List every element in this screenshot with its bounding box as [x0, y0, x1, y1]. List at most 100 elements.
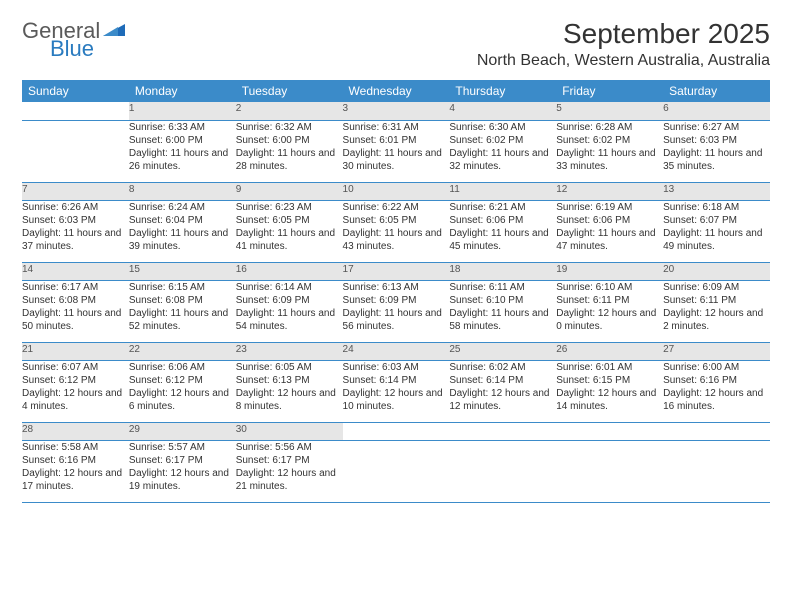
day-number: 18: [449, 262, 556, 280]
sunset-text: Sunset: 6:00 PM: [129, 134, 236, 147]
sunset-text: Sunset: 6:16 PM: [663, 374, 770, 387]
sunset-text: Sunset: 6:11 PM: [663, 294, 770, 307]
sunrise-text: Sunrise: 6:00 AM: [663, 361, 770, 374]
sunset-text: Sunset: 6:07 PM: [663, 214, 770, 227]
sunrise-text: Sunrise: 5:57 AM: [129, 441, 236, 454]
day-cell: [22, 120, 129, 182]
day-number: 22: [129, 342, 236, 360]
day-number: 27: [663, 342, 770, 360]
day-number: 23: [236, 342, 343, 360]
day-cell: Sunrise: 6:19 AMSunset: 6:06 PMDaylight:…: [556, 200, 663, 262]
daylight-text: Daylight: 11 hours and 30 minutes.: [343, 147, 450, 173]
day-number: 17: [343, 262, 450, 280]
sunset-text: Sunset: 6:11 PM: [556, 294, 663, 307]
sunrise-text: Sunrise: 6:11 AM: [449, 281, 556, 294]
daylight-text: Daylight: 12 hours and 2 minutes.: [663, 307, 770, 333]
daylight-text: Daylight: 12 hours and 21 minutes.: [236, 467, 343, 493]
daylight-text: Daylight: 12 hours and 16 minutes.: [663, 387, 770, 413]
day-cell: Sunrise: 6:13 AMSunset: 6:09 PMDaylight:…: [343, 280, 450, 342]
daylight-text: Daylight: 12 hours and 6 minutes.: [129, 387, 236, 413]
weekday-header: Tuesday: [236, 80, 343, 102]
daylight-text: Daylight: 11 hours and 35 minutes.: [663, 147, 770, 173]
day-cell: Sunrise: 6:23 AMSunset: 6:05 PMDaylight:…: [236, 200, 343, 262]
sunset-text: Sunset: 6:09 PM: [236, 294, 343, 307]
sunrise-text: Sunrise: 5:56 AM: [236, 441, 343, 454]
sunset-text: Sunset: 6:13 PM: [236, 374, 343, 387]
daylight-text: Daylight: 12 hours and 12 minutes.: [449, 387, 556, 413]
day-number-row: 123456: [22, 102, 770, 120]
daylight-text: Daylight: 12 hours and 0 minutes.: [556, 307, 663, 333]
sunset-text: Sunset: 6:17 PM: [129, 454, 236, 467]
daylight-text: Daylight: 11 hours and 39 minutes.: [129, 227, 236, 253]
day-cell: Sunrise: 6:02 AMSunset: 6:14 PMDaylight:…: [449, 360, 556, 422]
day-cell: Sunrise: 6:14 AMSunset: 6:09 PMDaylight:…: [236, 280, 343, 342]
weekday-header: Saturday: [663, 80, 770, 102]
day-number: 16: [236, 262, 343, 280]
brand-bottom-text: Blue: [22, 38, 125, 60]
sunset-text: Sunset: 6:05 PM: [343, 214, 450, 227]
day-cell: Sunrise: 6:24 AMSunset: 6:04 PMDaylight:…: [129, 200, 236, 262]
daylight-text: Daylight: 12 hours and 8 minutes.: [236, 387, 343, 413]
day-number: [343, 422, 450, 440]
day-number: 10: [343, 182, 450, 200]
sunrise-text: Sunrise: 6:18 AM: [663, 201, 770, 214]
day-number: 24: [343, 342, 450, 360]
sunset-text: Sunset: 6:08 PM: [22, 294, 129, 307]
day-number: 12: [556, 182, 663, 200]
sunrise-text: Sunrise: 6:27 AM: [663, 121, 770, 134]
sunset-text: Sunset: 6:17 PM: [236, 454, 343, 467]
day-cell: Sunrise: 6:07 AMSunset: 6:12 PMDaylight:…: [22, 360, 129, 422]
day-number: [556, 422, 663, 440]
sunset-text: Sunset: 6:14 PM: [343, 374, 450, 387]
day-cell: [556, 440, 663, 502]
sunset-text: Sunset: 6:03 PM: [663, 134, 770, 147]
day-number: 11: [449, 182, 556, 200]
sunset-text: Sunset: 6:16 PM: [22, 454, 129, 467]
sunrise-text: Sunrise: 6:13 AM: [343, 281, 450, 294]
day-cell: Sunrise: 6:18 AMSunset: 6:07 PMDaylight:…: [663, 200, 770, 262]
day-cell: [449, 440, 556, 502]
day-cell: Sunrise: 5:58 AMSunset: 6:16 PMDaylight:…: [22, 440, 129, 502]
calendar-body: 123456 Sunrise: 6:33 AMSunset: 6:00 PMDa…: [22, 102, 770, 502]
sunrise-text: Sunrise: 6:15 AM: [129, 281, 236, 294]
day-cell: Sunrise: 6:27 AMSunset: 6:03 PMDaylight:…: [663, 120, 770, 182]
daylight-text: Daylight: 11 hours and 26 minutes.: [129, 147, 236, 173]
day-cell: Sunrise: 6:09 AMSunset: 6:11 PMDaylight:…: [663, 280, 770, 342]
daylight-text: Daylight: 11 hours and 49 minutes.: [663, 227, 770, 253]
day-number: 3: [343, 102, 450, 120]
day-number-row: 78910111213: [22, 182, 770, 200]
weekday-header: Thursday: [449, 80, 556, 102]
day-number: 4: [449, 102, 556, 120]
day-cell: Sunrise: 6:03 AMSunset: 6:14 PMDaylight:…: [343, 360, 450, 422]
sunrise-text: Sunrise: 6:24 AM: [129, 201, 236, 214]
sunrise-text: Sunrise: 6:28 AM: [556, 121, 663, 134]
calendar-table: SundayMondayTuesdayWednesdayThursdayFrid…: [22, 80, 770, 503]
sunrise-text: Sunrise: 6:14 AM: [236, 281, 343, 294]
sunset-text: Sunset: 6:15 PM: [556, 374, 663, 387]
sunrise-text: Sunrise: 6:09 AM: [663, 281, 770, 294]
sunrise-text: Sunrise: 6:23 AM: [236, 201, 343, 214]
sunrise-text: Sunrise: 6:19 AM: [556, 201, 663, 214]
day-number: 21: [22, 342, 129, 360]
daylight-text: Daylight: 11 hours and 28 minutes.: [236, 147, 343, 173]
sunset-text: Sunset: 6:10 PM: [449, 294, 556, 307]
daylight-text: Daylight: 12 hours and 4 minutes.: [22, 387, 129, 413]
sunset-text: Sunset: 6:05 PM: [236, 214, 343, 227]
day-data-row: Sunrise: 6:33 AMSunset: 6:00 PMDaylight:…: [22, 120, 770, 182]
brand-triangle-icon: [103, 18, 125, 40]
sunset-text: Sunset: 6:06 PM: [556, 214, 663, 227]
day-cell: Sunrise: 6:10 AMSunset: 6:11 PMDaylight:…: [556, 280, 663, 342]
day-number: 29: [129, 422, 236, 440]
sunrise-text: Sunrise: 6:26 AM: [22, 201, 129, 214]
sunrise-text: Sunrise: 6:22 AM: [343, 201, 450, 214]
day-data-row: Sunrise: 6:26 AMSunset: 6:03 PMDaylight:…: [22, 200, 770, 262]
daylight-text: Daylight: 11 hours and 56 minutes.: [343, 307, 450, 333]
day-cell: Sunrise: 6:32 AMSunset: 6:00 PMDaylight:…: [236, 120, 343, 182]
day-cell: Sunrise: 6:17 AMSunset: 6:08 PMDaylight:…: [22, 280, 129, 342]
day-number-row: 282930: [22, 422, 770, 440]
location: North Beach, Western Australia, Australi…: [477, 52, 770, 70]
sunrise-text: Sunrise: 6:07 AM: [22, 361, 129, 374]
weekday-header: Monday: [129, 80, 236, 102]
day-number: 30: [236, 422, 343, 440]
header: General Blue September 2025 North Beach,…: [22, 18, 770, 70]
